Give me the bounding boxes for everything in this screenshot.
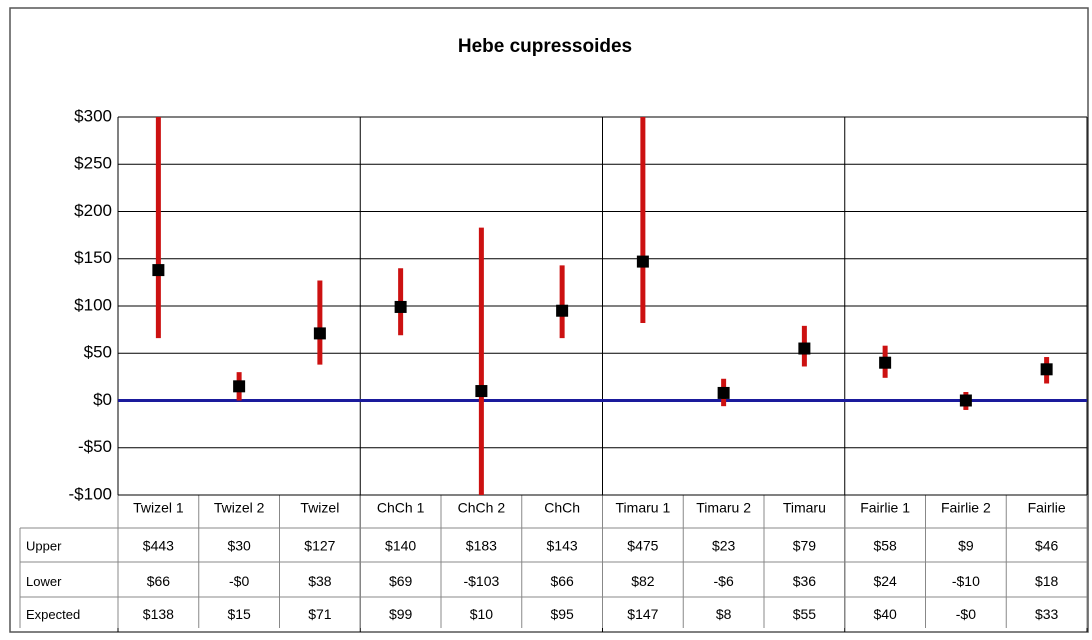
table-cell: $55 [793,606,817,622]
table-cell: $140 [385,538,416,554]
table-cell: $147 [627,606,658,622]
y-tick-label: $150 [74,248,112,267]
table-cell: $36 [793,573,817,589]
table-cell: $71 [308,606,332,622]
table-cell: $38 [308,573,332,589]
expected-marker [152,264,165,277]
expected-marker [717,386,730,399]
expected-marker [798,342,811,355]
x-tick-label: Timaru 2 [696,500,751,516]
table-cell: $46 [1035,538,1059,554]
expected-marker [1040,363,1053,376]
x-tick-label: Twizel 1 [133,500,184,516]
expected-marker [475,385,488,398]
x-tick-label: ChCh 1 [377,500,425,516]
expected-marker [394,300,407,313]
table-cell: $143 [547,538,578,554]
x-tick-label: Twizel 2 [214,500,265,516]
y-tick-label: $200 [74,201,112,220]
x-tick-label: Timaru 1 [616,500,671,516]
expected-marker [313,327,326,340]
x-tick-label: ChCh [544,500,580,516]
table-cell: -$6 [714,573,734,589]
table-cell: $443 [143,538,174,554]
table-cell: $30 [227,538,251,554]
x-tick-label: ChCh 2 [458,500,506,516]
table-cell: $33 [1035,606,1059,622]
table-cell: $24 [873,573,897,589]
table-cell: $10 [470,606,494,622]
table-cell: $79 [793,538,817,554]
table-row-label: Expected [26,607,80,622]
table-cell: -$0 [229,573,249,589]
x-tick-label: Twizel [300,500,339,516]
table-row-label: Upper [26,538,62,553]
table-cell: $9 [958,538,974,554]
table-cell: -$10 [952,573,980,589]
table-cell: -$103 [463,573,499,589]
table-cell: $58 [873,538,897,554]
y-tick-label: $0 [93,390,112,409]
table-cell: $66 [550,573,574,589]
table-cell: $95 [550,606,574,622]
table-cell: $8 [716,606,732,622]
table-cell: $82 [631,573,655,589]
y-tick-label: $100 [74,295,112,314]
expected-marker [556,304,569,317]
table-cell: $183 [466,538,497,554]
table-cell: $18 [1035,573,1059,589]
x-tick-label: Timaru [783,500,826,516]
chart-title: Hebe cupressoides [458,36,632,57]
expected-marker [233,380,246,393]
table-cell: $99 [389,606,413,622]
x-tick-label: Fairlie 2 [941,500,991,516]
y-tick-label: $300 [74,106,112,125]
table-cell: $40 [873,606,897,622]
expected-marker [879,356,892,369]
table-cell: -$0 [956,606,976,622]
table-cell: $66 [147,573,171,589]
x-tick-label: Fairlie 1 [860,500,910,516]
y-tick-label: -$100 [69,484,112,503]
table-cell: $138 [143,606,174,622]
y-tick-label: $250 [74,154,112,173]
table-cell: $15 [227,606,251,622]
table-row-label: Lower [26,574,62,589]
expected-marker [959,394,972,407]
y-tick-label: $50 [84,343,112,362]
table-cell: $23 [712,538,736,554]
x-tick-label: Fairlie [1028,500,1066,516]
table-cell: $69 [389,573,413,589]
y-tick-label: -$50 [78,437,112,456]
table-cell: $475 [627,538,658,554]
table-cell: $127 [304,538,335,554]
expected-marker [636,255,649,268]
